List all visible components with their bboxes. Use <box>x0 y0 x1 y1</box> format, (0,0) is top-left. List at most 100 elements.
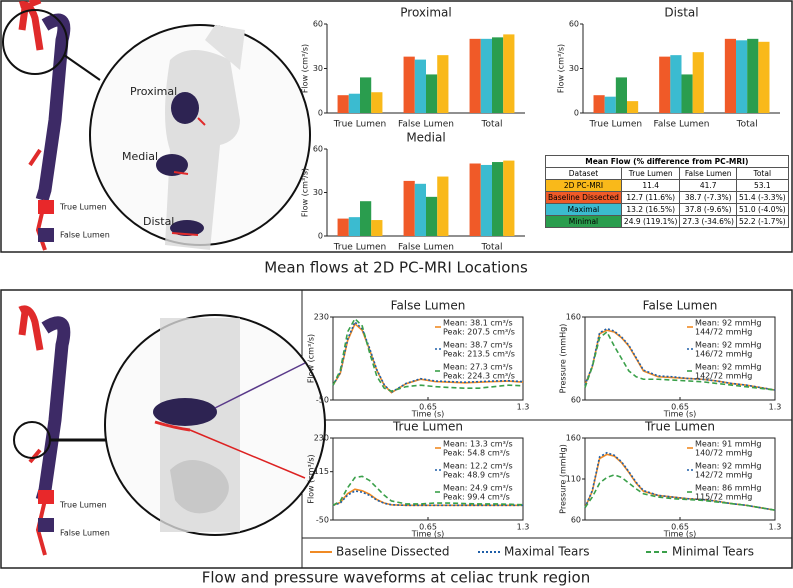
annotation: Peak: 48.9 cm³/s <box>443 471 510 480</box>
y-tick-label: 60 <box>571 516 581 525</box>
bar <box>371 92 383 113</box>
annotation: Mean: 92 mmHg <box>695 462 761 471</box>
annotation: Mean: 12.2 cm³/s <box>443 462 513 471</box>
x-tick-label: False Lumen <box>653 120 709 130</box>
flow-table: Mean Flow (% difference from PC-MRI) Data… <box>545 155 789 228</box>
aorta-bottom <box>13 305 326 556</box>
y-tick-label: -50 <box>316 516 329 525</box>
bar <box>503 34 515 114</box>
y-tick-label: 30 <box>313 64 323 73</box>
annotation: 115/72 mmHg <box>695 493 752 502</box>
annotation: Mean: 24.9 cm³/s <box>443 484 513 493</box>
y-tick-label: 160 <box>566 313 581 322</box>
annotation: 140/72 mmHg <box>695 449 752 458</box>
y-tick-label: 0 <box>318 109 323 118</box>
bar <box>337 218 349 236</box>
table-cell: 41.7 <box>679 179 737 192</box>
table-cell: Baseline Dissected <box>545 191 622 204</box>
series-line <box>584 327 776 391</box>
y-tick-label: 60 <box>569 20 579 29</box>
bar <box>469 163 481 236</box>
legend-label: False Lumen <box>60 529 110 538</box>
y-tick-label: 30 <box>569 64 579 73</box>
x-tick-label: Total <box>480 120 502 130</box>
annotation: 142/72 mmHg <box>695 471 752 480</box>
bar <box>403 56 415 113</box>
x-tick-label: True Lumen <box>333 243 387 253</box>
legend-label: Minimal Tears <box>672 545 754 559</box>
bar <box>414 183 426 236</box>
x-tick-label: 1.3 <box>517 403 530 412</box>
bar <box>736 40 748 113</box>
bar <box>724 38 737 114</box>
table-row: 2D PC-MRI 11.4 41.7 53.1 <box>545 179 789 192</box>
x-tick-label: True Lumen <box>333 120 387 130</box>
legend-label: Maximal Tears <box>504 545 590 559</box>
table-cell: Minimal <box>545 215 622 228</box>
bar <box>626 101 639 113</box>
annotation: Mean: 27.3 cm³/s <box>443 363 513 372</box>
y-tick-label: 110 <box>566 475 581 484</box>
legend-label: Baseline Dissected <box>336 545 449 559</box>
y-axis-label: Flow (cm³/s) <box>557 44 566 93</box>
series-line <box>584 329 776 391</box>
bar <box>758 41 770 113</box>
annotation: Peak: 99.4 cm³/s <box>443 493 510 502</box>
x-tick-label: 0.65 <box>671 403 689 412</box>
series-line <box>332 317 524 392</box>
series-line <box>332 475 524 507</box>
annotation: Mean: 86 mmHg <box>695 484 761 493</box>
bar <box>360 201 372 236</box>
y-tick-label: 160 <box>566 434 581 443</box>
table-cell: 12.7 (11.6%) <box>620 191 681 204</box>
x-tick-label: 0.65 <box>671 523 689 532</box>
annotation: Mean: 38.1 cm³/s <box>443 319 513 328</box>
table-cell: Maximal <box>545 203 622 216</box>
bar <box>348 217 360 236</box>
aorta-top <box>2 0 311 251</box>
bar <box>414 59 426 113</box>
annotation: 144/72 mmHg <box>695 328 752 337</box>
y-tick-label: 0 <box>318 232 323 241</box>
bar <box>615 77 627 113</box>
y-tick-label: 230 <box>314 434 329 443</box>
x-tick-label: Total <box>736 120 758 130</box>
location-label: Medial <box>122 150 158 163</box>
bar <box>426 196 438 236</box>
legend-label: True Lumen <box>59 203 107 212</box>
bar <box>492 37 504 113</box>
x-axis-label: Time (s) <box>663 530 697 539</box>
y-axis-label: Pressure (mmHg) <box>559 324 568 394</box>
annotation: Mean: 13.3 cm³/s <box>443 440 513 449</box>
annotation: Mean: 91 mmHg <box>695 440 761 449</box>
bar <box>437 176 449 236</box>
chart-title: False Lumen <box>643 299 718 313</box>
bar <box>437 55 449 113</box>
x-tick-label: False Lumen <box>398 120 454 130</box>
caption: Flow and pressure waveforms at celiac tr… <box>202 569 591 587</box>
y-tick-label: 115 <box>314 467 329 476</box>
bar <box>747 38 759 114</box>
annotation: Mean: 92 mmHg <box>695 341 761 350</box>
table-row: Baseline Dissected 12.7 (11.6%) 38.7 (-7.3… <box>545 191 789 204</box>
chart-title: Distal <box>664 6 698 20</box>
annotation: Peak: 224.3 cm³/s <box>443 372 515 381</box>
annotation: Mean: 38.7 cm³/s <box>443 341 513 350</box>
x-axis-label: Time (s) <box>411 530 445 539</box>
chart-title: False Lumen <box>391 299 466 313</box>
table-row: Minimal 24.9 (119.1%) 27.3 (-34.6%) 52.2 (-… <box>545 215 789 228</box>
y-axis-label: Flow (cm³/s) <box>301 168 310 217</box>
bar <box>348 93 360 113</box>
bar <box>426 74 438 113</box>
chart-title: True Lumen <box>644 420 715 434</box>
x-tick-label: 0.65 <box>419 523 437 532</box>
x-tick-label: Total <box>480 243 502 253</box>
bar <box>492 162 504 236</box>
y-axis-label: Flow (cm³/s) <box>307 454 316 503</box>
column-header: True Lumen <box>620 167 681 180</box>
bottom-panel <box>0 289 793 569</box>
series-line <box>332 490 523 507</box>
x-tick-label: 1.3 <box>769 403 782 412</box>
y-tick-label: 0 <box>574 109 579 118</box>
table-cell: 2D PC-MRI <box>545 179 622 192</box>
